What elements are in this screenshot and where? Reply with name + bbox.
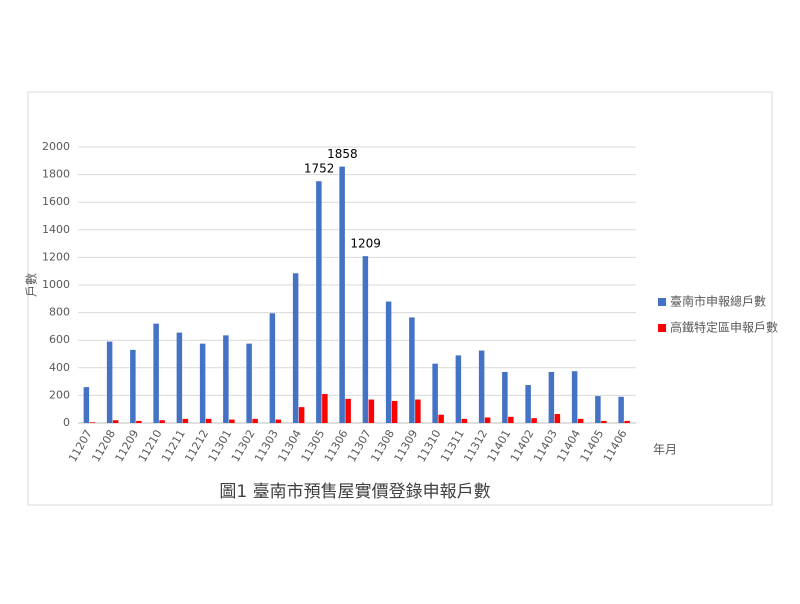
bar [531, 418, 537, 423]
y-tick-label: 2000 [42, 140, 70, 153]
bar [438, 414, 444, 423]
bar [345, 398, 351, 423]
bar [432, 363, 438, 423]
bar [339, 166, 345, 423]
bar [83, 387, 90, 423]
bar [595, 396, 601, 423]
bar [246, 343, 252, 423]
y-tick-label: 400 [49, 361, 70, 374]
y-tick-label: 1000 [42, 278, 70, 291]
y-tick-label: 800 [49, 306, 70, 319]
bar [292, 273, 299, 423]
bar [159, 420, 165, 423]
bar [484, 417, 491, 423]
y-tick-label: 1400 [42, 223, 70, 236]
bar [368, 399, 375, 423]
bar [525, 385, 531, 423]
bar [409, 317, 415, 423]
bar [298, 407, 305, 423]
y-tick-label: 1800 [42, 168, 70, 181]
y-tick-label: 600 [49, 333, 70, 346]
bar [252, 418, 258, 423]
bar [502, 371, 508, 423]
bar [362, 256, 369, 423]
data-label: 1858 [327, 147, 358, 161]
bar [136, 420, 142, 423]
bar [601, 420, 607, 423]
bar [269, 313, 276, 423]
data-label: 1752 [304, 162, 335, 176]
bar [112, 420, 119, 423]
bar [478, 350, 485, 423]
bar [130, 349, 136, 423]
bar [199, 343, 206, 423]
bar [624, 420, 630, 423]
legend-label: 臺南市申報總戶數 [670, 294, 766, 309]
bar [461, 418, 468, 423]
y-axis-label: 戶數 [25, 273, 39, 297]
data-label: 1209 [350, 237, 381, 251]
bar [205, 418, 212, 423]
y-tick-label: 1200 [42, 250, 70, 263]
bar [415, 399, 421, 423]
legend-swatch [658, 324, 666, 332]
bar [548, 371, 555, 423]
bar [229, 419, 235, 423]
bar [554, 414, 561, 423]
bar [322, 394, 328, 423]
x-axis-label: 年月 [653, 443, 677, 457]
bar [508, 416, 514, 423]
legend-swatch [658, 298, 666, 306]
legend-label: 高鐵特定區申報戶數 [670, 320, 778, 335]
y-tick-label: 1600 [42, 195, 70, 208]
bar [618, 396, 624, 423]
chart-frame [27, 91, 773, 506]
bar [455, 355, 462, 423]
bar [153, 323, 159, 423]
y-tick-label: 200 [49, 388, 70, 401]
chart-title: 圖1 臺南市預售屋實價登錄申報戶數 [219, 482, 490, 502]
bar [577, 418, 584, 423]
bar [182, 418, 189, 423]
bar [316, 181, 322, 423]
bar [223, 335, 229, 423]
bar [89, 422, 96, 423]
y-tick-label: 0 [63, 416, 70, 429]
bar [385, 301, 392, 423]
bar [176, 332, 183, 423]
bar [571, 371, 578, 423]
bar [275, 419, 282, 423]
bar [391, 400, 398, 423]
bar [106, 341, 113, 423]
